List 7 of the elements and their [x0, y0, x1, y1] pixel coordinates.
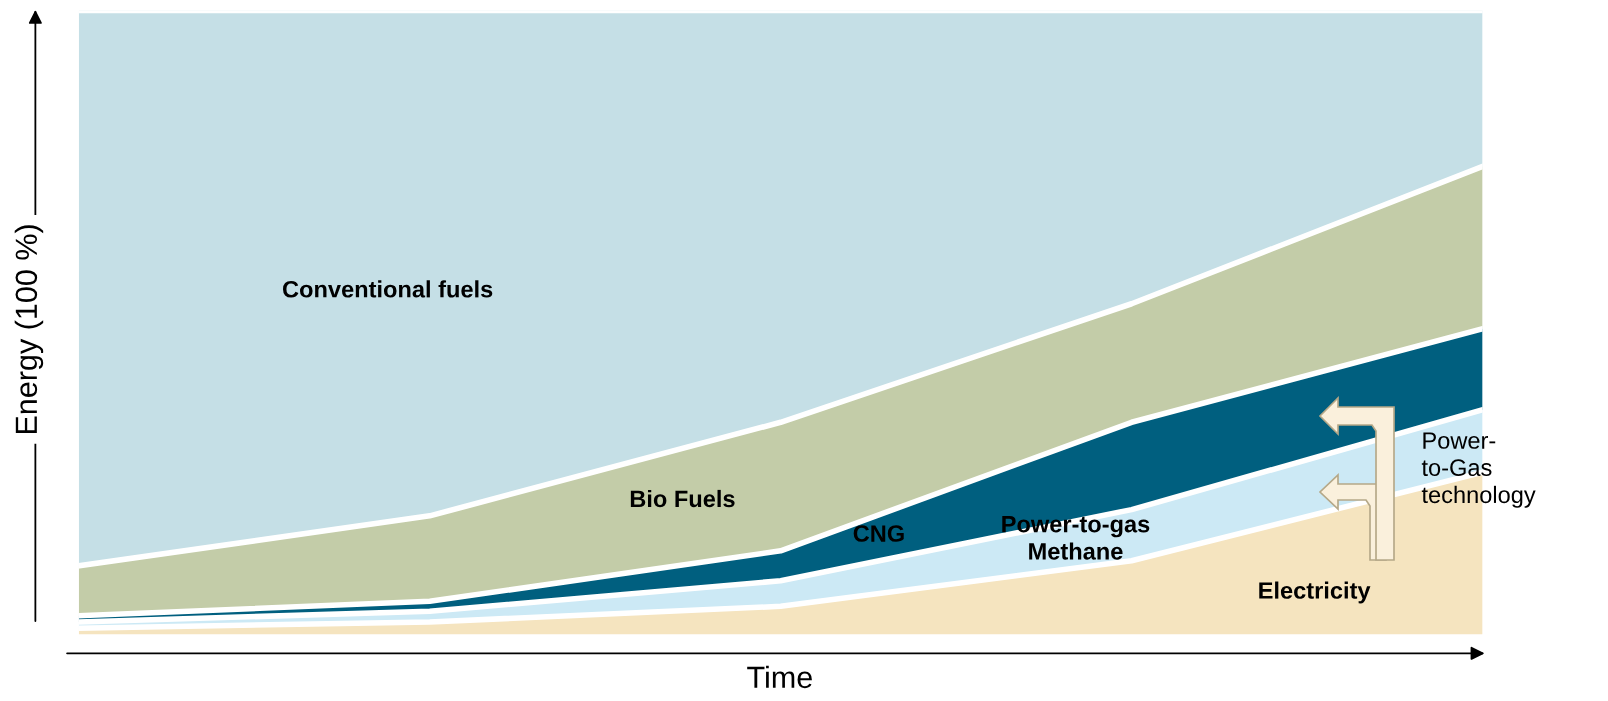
annotation: Power- to-Gas technology: [1421, 432, 1536, 508]
series-label: Conventional fuels: [283, 280, 493, 298]
y-axis-title: Energy (100 %): [14, 225, 44, 434]
series-label: Bio Fuels: [630, 489, 735, 508]
series-label: CNG: [853, 525, 904, 542]
x-axis-title: Time: [747, 665, 812, 689]
series-label: Electricity: [1259, 581, 1371, 604]
